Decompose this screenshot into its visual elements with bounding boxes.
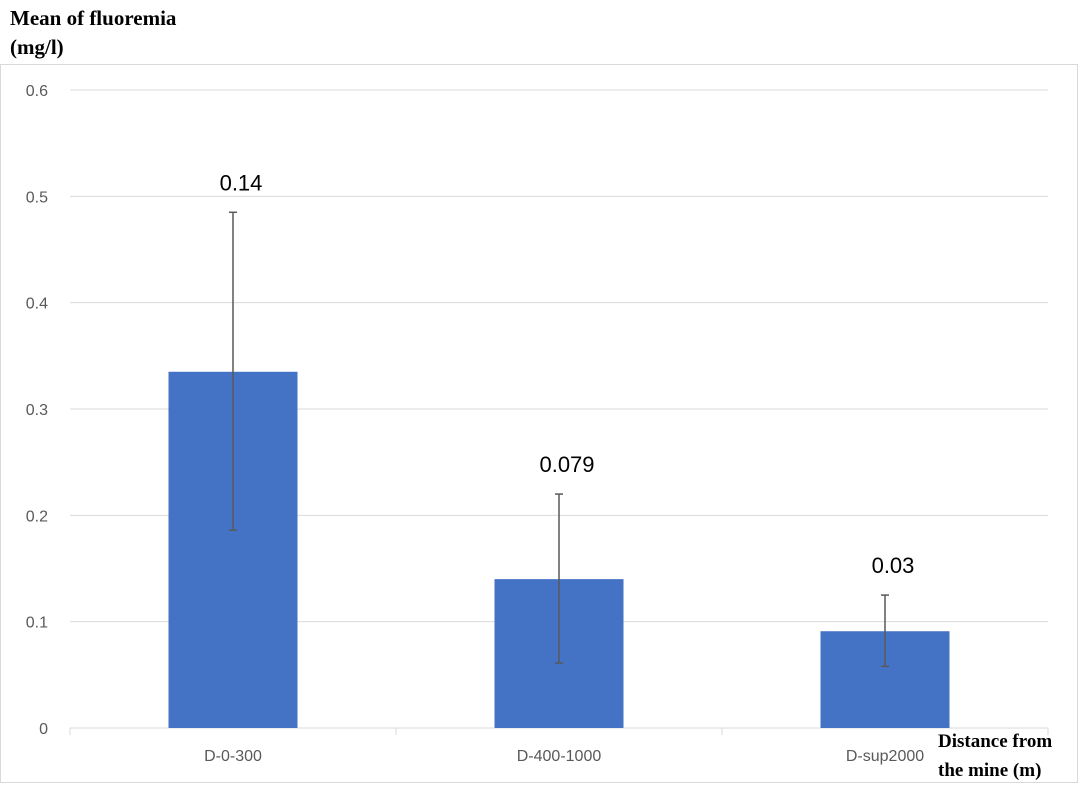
y-tick-label: 0.4 (26, 296, 48, 313)
data-label: 0.079 (539, 452, 594, 477)
x-axis-title-line-2: the mine (m) (938, 760, 1042, 781)
y-tick-label: 0.5 (26, 189, 48, 206)
y-axis-title-line-1: Mean of fluoremia (10, 6, 177, 30)
x-tick-label: D-sup2000 (846, 748, 924, 765)
data-label: 0.14 (220, 170, 263, 195)
x-tick-label: D-400-1000 (517, 748, 602, 765)
data-label: 0.03 (872, 553, 915, 578)
y-tick-label: 0.1 (26, 615, 48, 632)
y-tick-label: 0.6 (26, 83, 48, 100)
y-tick-label: 0.2 (26, 508, 48, 525)
x-axis-title-line-1: Distance from (938, 731, 1053, 752)
y-axis-title: Mean of fluoremia (mg/l) (10, 4, 270, 62)
x-tick-label: D-0-300 (204, 748, 262, 765)
x-axis-title: Distance from the mine (m) (938, 727, 1084, 785)
y-axis-title-line-2: (mg/l) (10, 35, 64, 59)
y-tick-label: 0.3 (26, 402, 48, 419)
y-tick-label: 0 (39, 721, 48, 738)
